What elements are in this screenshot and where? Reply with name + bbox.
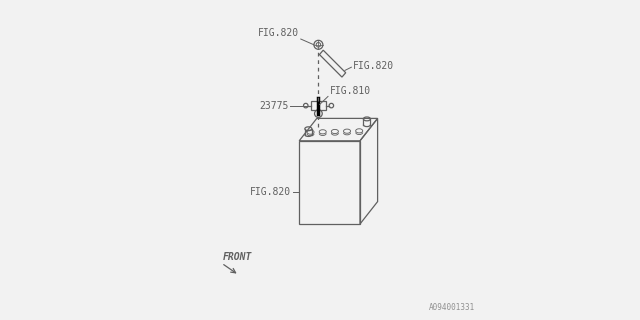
Text: 23775: 23775 [259,100,289,111]
Text: FIG.820: FIG.820 [250,188,291,197]
Text: FIG.810: FIG.810 [330,86,371,96]
Text: FRONT: FRONT [223,252,252,262]
Text: A094001331: A094001331 [429,303,475,312]
Text: FIG.820: FIG.820 [258,28,300,38]
Text: FIG.820: FIG.820 [353,60,394,71]
